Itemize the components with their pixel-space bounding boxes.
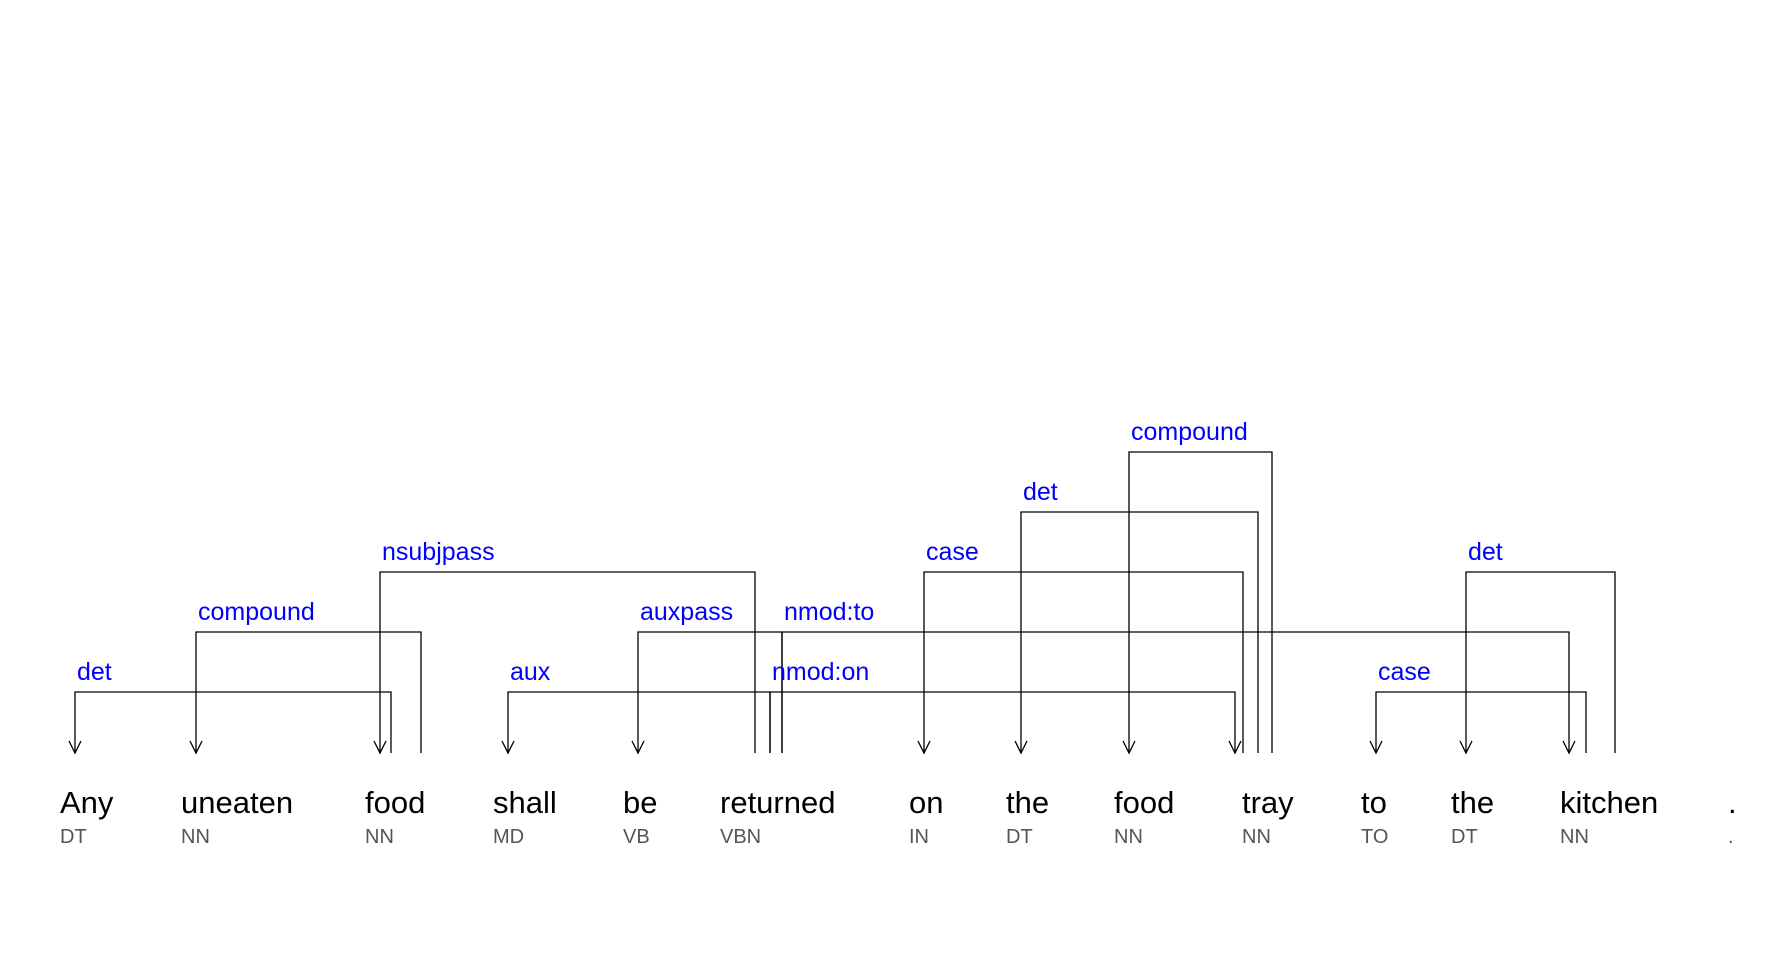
arc-arrowhead <box>1459 740 1473 755</box>
arc-arrowhead <box>373 740 387 755</box>
dependency-label: auxpass <box>640 598 733 626</box>
token-pos-tag: VBN <box>720 826 761 848</box>
token-word: shall <box>493 785 557 820</box>
token-pos-tag: IN <box>909 826 929 848</box>
dependency-arc <box>769 691 1236 753</box>
token: to TO <box>1361 785 1388 848</box>
token-word: uneaten <box>181 785 293 820</box>
dependency-arc <box>507 691 771 753</box>
dependency-label: compound <box>198 598 315 626</box>
dependency-label: case <box>926 538 979 566</box>
token-word: tray <box>1242 785 1294 820</box>
token-word: the <box>1451 785 1494 820</box>
token-pos-tag: MD <box>493 826 524 848</box>
token: .. <box>1728 785 1737 848</box>
dependency-label: aux <box>510 658 551 686</box>
token-word: food <box>365 785 425 820</box>
dependency-label: case <box>1378 658 1431 686</box>
token-word: on <box>909 785 943 820</box>
arc-arrowhead <box>68 740 82 755</box>
token-pos-tag: NN <box>1560 826 1589 848</box>
dependency-label: nmod:to <box>784 598 874 626</box>
token-pos-tag: VB <box>623 826 650 848</box>
dependency-arc <box>1020 511 1259 753</box>
token-pos-tag: DT <box>1451 826 1478 848</box>
dependency-arcs <box>68 451 1616 755</box>
dependency-arc <box>1375 691 1587 753</box>
token: returned VBN <box>720 785 835 848</box>
dependency-labels: det compound nsubjpass aux auxpass nmod:on nmo… <box>77 418 1503 686</box>
token-word: returned <box>720 785 835 820</box>
dependency-label: nmod:on <box>772 658 869 686</box>
arc-arrowhead <box>1122 740 1136 755</box>
arc-arrowhead <box>1228 740 1242 755</box>
token-word: Any <box>60 785 114 820</box>
token-word: . <box>1728 785 1737 820</box>
token: food NN <box>365 785 425 848</box>
token: food NN <box>1114 785 1174 848</box>
token-pos-tag: NN <box>365 826 394 848</box>
token: tray NN <box>1242 785 1294 848</box>
dependency-arc <box>1465 571 1616 753</box>
token-pos-tag: NN <box>181 826 210 848</box>
token: uneaten NN <box>181 785 293 848</box>
token-word: to <box>1361 785 1387 820</box>
token: the DT <box>1006 785 1049 848</box>
dependency-arc <box>923 571 1244 753</box>
token-word: food <box>1114 785 1174 820</box>
token-word: be <box>623 785 657 820</box>
arc-arrowhead <box>501 740 515 755</box>
dependency-label: nsubjpass <box>382 538 495 566</box>
token: Any DT <box>60 785 114 848</box>
token-pos-tag: DT <box>60 826 87 848</box>
token-pos-tag: NN <box>1114 826 1143 848</box>
token-pos-tag: DT <box>1006 826 1033 848</box>
token-pos-tag: TO <box>1361 826 1388 848</box>
token: the DT <box>1451 785 1494 848</box>
dependency-arc <box>379 571 756 753</box>
token-pos-tag: NN <box>1242 826 1271 848</box>
token-word: the <box>1006 785 1049 820</box>
dependency-arc <box>1128 451 1273 753</box>
dependency-arc <box>74 691 392 753</box>
token: on IN <box>909 785 943 848</box>
arc-arrowhead <box>917 740 931 755</box>
token: kitchen NN <box>1560 785 1658 848</box>
token-pos-tag: . <box>1728 826 1734 848</box>
arc-arrowhead <box>1562 740 1576 755</box>
token-word: kitchen <box>1560 785 1658 820</box>
arc-arrowhead <box>1369 740 1383 755</box>
dependency-label: det <box>1023 478 1058 506</box>
dependency-label: det <box>77 658 112 686</box>
arc-arrowhead <box>189 740 203 755</box>
arc-arrowhead <box>631 740 645 755</box>
token: shall MD <box>493 785 557 848</box>
token-row: Any DT uneaten NN food NN shall MD be VB returned V… <box>60 785 1737 848</box>
dependency-arc <box>195 631 422 753</box>
arc-arrowhead <box>1014 740 1028 755</box>
token: be VB <box>623 785 657 848</box>
dependency-label: compound <box>1131 418 1248 446</box>
dependency-label: det <box>1468 538 1503 566</box>
